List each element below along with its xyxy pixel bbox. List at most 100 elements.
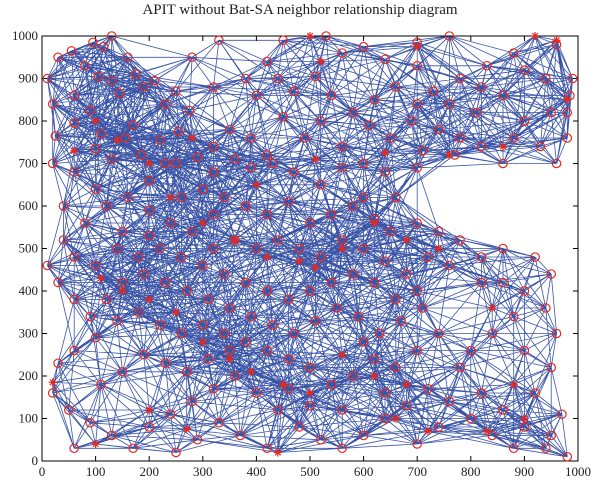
node-asterisk: [225, 355, 234, 363]
node-circle: [240, 277, 251, 288]
node-circle: [144, 230, 154, 241]
x-tick-label: 100: [86, 464, 106, 479]
node-circle: [530, 252, 540, 262]
node-circle: [219, 192, 230, 203]
node-circle: [106, 154, 117, 165]
node-circle: [117, 366, 128, 377]
node-circle: [117, 226, 128, 237]
node-circle: [519, 65, 530, 75]
node-asterisk: [48, 378, 57, 387]
node-circle: [181, 366, 192, 377]
node-circle: [219, 269, 230, 279]
node-asterisk: [145, 406, 154, 414]
node-asterisk: [338, 350, 347, 359]
node-circle: [90, 143, 101, 154]
node-circle: [85, 311, 96, 322]
x-tick-label: 400: [247, 464, 267, 479]
node-circle: [106, 430, 117, 441]
node-circle: [482, 60, 492, 71]
node-circle: [251, 90, 262, 101]
node-circle: [47, 388, 58, 398]
node-circle: [224, 303, 235, 313]
node-circle: [176, 192, 187, 203]
node-circle: [369, 354, 380, 364]
node-circle: [498, 243, 508, 254]
node-circle: [390, 294, 401, 305]
node-circle: [98, 41, 109, 52]
node-circle: [69, 90, 79, 101]
node-circle: [230, 154, 240, 165]
node-asterisk: [273, 448, 282, 457]
node-circle: [155, 135, 165, 145]
node-circle: [139, 269, 149, 279]
node-circle: [423, 383, 433, 394]
node-circle: [465, 345, 476, 356]
node-circle: [562, 133, 573, 143]
node-circle: [530, 388, 540, 398]
node-circle: [299, 133, 310, 143]
node-circle: [498, 158, 508, 169]
node-asterisk: [488, 304, 497, 312]
node-circle: [230, 371, 240, 381]
node-circle: [176, 328, 187, 339]
node-circle: [246, 311, 256, 322]
node-circle: [358, 192, 369, 203]
node-circle: [165, 409, 176, 420]
node-circle: [315, 179, 326, 190]
node-circle: [160, 158, 171, 169]
node-asterisk: [279, 380, 288, 389]
node-circle: [519, 422, 530, 432]
node-circle: [96, 128, 106, 139]
node-circle: [358, 158, 369, 169]
node-circle: [310, 71, 321, 82]
node-asterisk: [316, 57, 325, 66]
node-circle: [208, 141, 219, 152]
chart-title: APIT without Bat-SA neighbor relationshi…: [142, 2, 458, 18]
node-circle: [417, 303, 428, 313]
node-circle: [50, 131, 61, 141]
node-circle: [208, 209, 219, 220]
node-circle: [208, 243, 219, 254]
node-circle: [112, 243, 122, 254]
node-circle: [278, 111, 288, 122]
node-circle: [144, 422, 154, 432]
node-circle: [541, 303, 551, 313]
node-asterisk: [311, 155, 320, 164]
node-circle: [412, 439, 422, 449]
node-circle: [262, 286, 272, 296]
node-circle: [160, 358, 171, 369]
node-circle: [96, 379, 106, 390]
node-circle: [305, 400, 315, 411]
node-circle: [53, 277, 63, 288]
y-tick-label: 200: [19, 368, 39, 383]
node-circle: [128, 120, 138, 131]
node-circle: [262, 443, 272, 454]
node-circle: [305, 286, 315, 296]
node-circle: [117, 277, 128, 288]
node-asterisk: [531, 32, 540, 40]
node-circle: [251, 388, 262, 398]
node-circle: [173, 126, 184, 137]
node-circle: [562, 107, 573, 118]
node-circle: [476, 141, 487, 152]
node-circle: [262, 150, 272, 160]
node-circle: [208, 167, 219, 177]
node-circle: [90, 332, 101, 343]
node-circle: [246, 162, 256, 173]
node-asterisk: [552, 36, 561, 45]
node-circle: [401, 400, 412, 411]
node-circle: [337, 443, 347, 454]
node-circle: [136, 150, 146, 160]
node-circle: [187, 52, 197, 63]
node-circle: [337, 405, 347, 415]
node-circle: [412, 60, 422, 71]
node-circle: [181, 286, 192, 296]
node-circle: [80, 60, 90, 71]
node-circle: [114, 88, 125, 99]
node-circle: [562, 451, 573, 462]
node-circle: [535, 141, 546, 152]
node-circle: [122, 52, 133, 63]
x-tick-label: 800: [461, 464, 481, 479]
x-tick-label: 500: [300, 464, 320, 479]
node-asterisk: [70, 146, 79, 155]
